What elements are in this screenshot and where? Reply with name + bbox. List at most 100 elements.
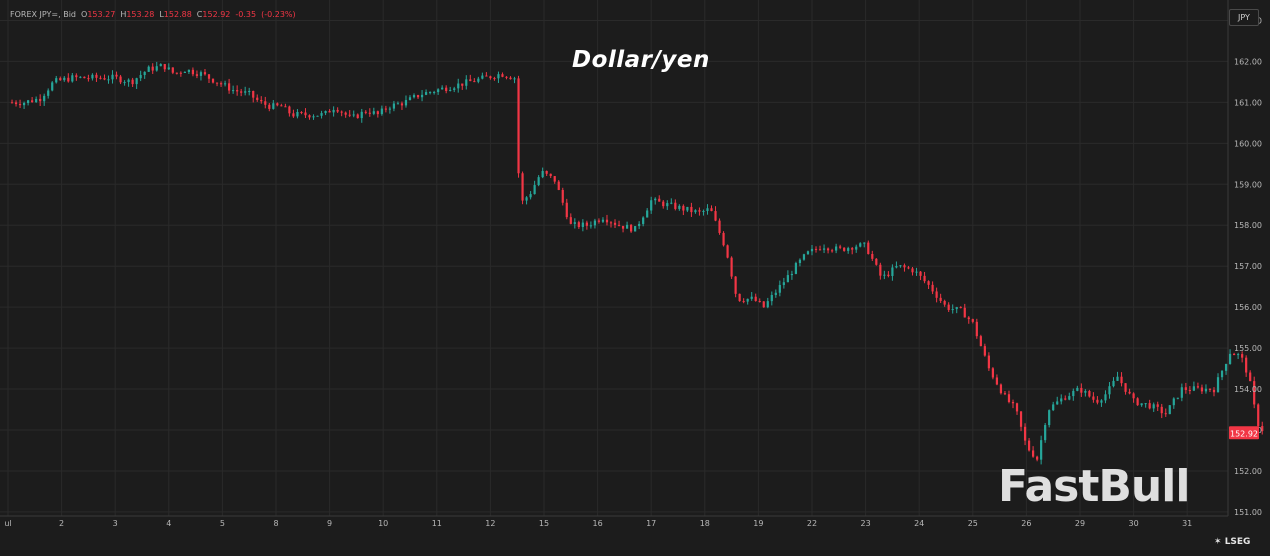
candle-body [726, 245, 729, 258]
candle-body [730, 257, 733, 277]
time-tick-label: 3 [113, 519, 118, 528]
candle-body [754, 296, 757, 301]
candle-body [248, 90, 251, 92]
candle-body [191, 69, 195, 75]
candle-body [1092, 396, 1095, 400]
low-value: 152.88 [163, 10, 192, 19]
candle-body [280, 105, 283, 107]
candle-body [1212, 389, 1216, 393]
candle-body [147, 66, 150, 72]
candle-body [617, 224, 621, 226]
candle-body [179, 72, 182, 74]
candle-body [199, 72, 203, 76]
candle-body [59, 78, 62, 81]
candle-body [899, 265, 902, 267]
candle-body [625, 224, 629, 229]
candle-body [1104, 394, 1107, 401]
time-tick-label: 26 [1021, 519, 1031, 528]
candle-body [1180, 387, 1183, 398]
time-tick-label: 31 [1182, 519, 1192, 528]
candle-body [710, 208, 713, 212]
candle-body [746, 298, 749, 302]
candle-body [364, 111, 367, 113]
candle-body [308, 115, 311, 118]
candle-body [525, 197, 528, 201]
candle-body [585, 222, 588, 226]
candle-body [971, 319, 974, 322]
candle-body [22, 102, 26, 106]
candle-body [533, 185, 536, 195]
candle-body [1204, 388, 1208, 392]
candle-body [171, 67, 174, 73]
candle-body [55, 78, 58, 83]
candle-body [915, 271, 918, 273]
candle-body [47, 90, 50, 96]
candle-body [392, 103, 396, 109]
candle-body [867, 242, 870, 255]
candle-body [794, 263, 798, 274]
candle-body [1007, 394, 1011, 403]
candle-body [107, 79, 110, 81]
candle-body [139, 75, 142, 79]
candle-body [1144, 403, 1147, 405]
candle-body [39, 98, 42, 102]
last-price-marker [1229, 426, 1259, 440]
candle-body [1200, 387, 1204, 392]
candle-body [31, 100, 34, 103]
high-label: H [120, 10, 127, 19]
candle-body [883, 274, 886, 276]
candle-body [1011, 402, 1015, 404]
axis-layer [0, 0, 1229, 517]
candle-body [223, 83, 227, 85]
candle-body [621, 225, 625, 229]
candle-body [1160, 406, 1163, 414]
candle-body [654, 198, 657, 201]
candle-body [589, 225, 593, 227]
candle-body [601, 219, 605, 222]
high-value: 153.28 [126, 10, 155, 19]
candle-body [722, 232, 725, 246]
candle-body [955, 307, 958, 310]
candle-body [843, 247, 846, 251]
candle-body [927, 281, 930, 285]
candle-body [1220, 370, 1224, 378]
candle-body [1257, 404, 1260, 427]
candle-body [416, 95, 420, 98]
candle-body [1100, 400, 1103, 403]
candle-body [400, 103, 404, 106]
low-label: L [159, 10, 164, 19]
candle-body [513, 78, 516, 80]
time-tick-label: 22 [807, 519, 817, 528]
candle-body [332, 109, 335, 113]
candle-body [119, 76, 122, 83]
currency-label[interactable]: JPY [1229, 9, 1259, 26]
close-label: C [196, 10, 203, 19]
candle-body [240, 91, 243, 93]
candle-body [714, 211, 717, 221]
price-tick-label: 155.00 [1234, 344, 1262, 353]
time-tick-label: 10 [378, 519, 388, 528]
price-tick-label: 157.00 [1234, 262, 1262, 271]
candle-body [581, 222, 584, 228]
candle-body [195, 74, 199, 76]
candle-body [537, 177, 540, 186]
candle-body [947, 304, 950, 310]
candle-body [1015, 403, 1019, 412]
candle-body [1249, 372, 1252, 382]
candle-body [770, 295, 773, 302]
candle-body [75, 75, 78, 78]
change-value: -0.35 [235, 10, 257, 19]
candle-body [35, 98, 38, 103]
candle-body [786, 275, 789, 283]
candle-body [175, 72, 178, 74]
candle-body [678, 205, 681, 209]
candle-body [903, 265, 906, 268]
candle-body [553, 176, 556, 182]
candle-body [477, 78, 480, 82]
candle-body [296, 111, 299, 117]
candle-body [561, 189, 564, 203]
candle-body [806, 251, 810, 255]
time-tick-label: 18 [700, 519, 710, 528]
candle-body [686, 206, 689, 211]
